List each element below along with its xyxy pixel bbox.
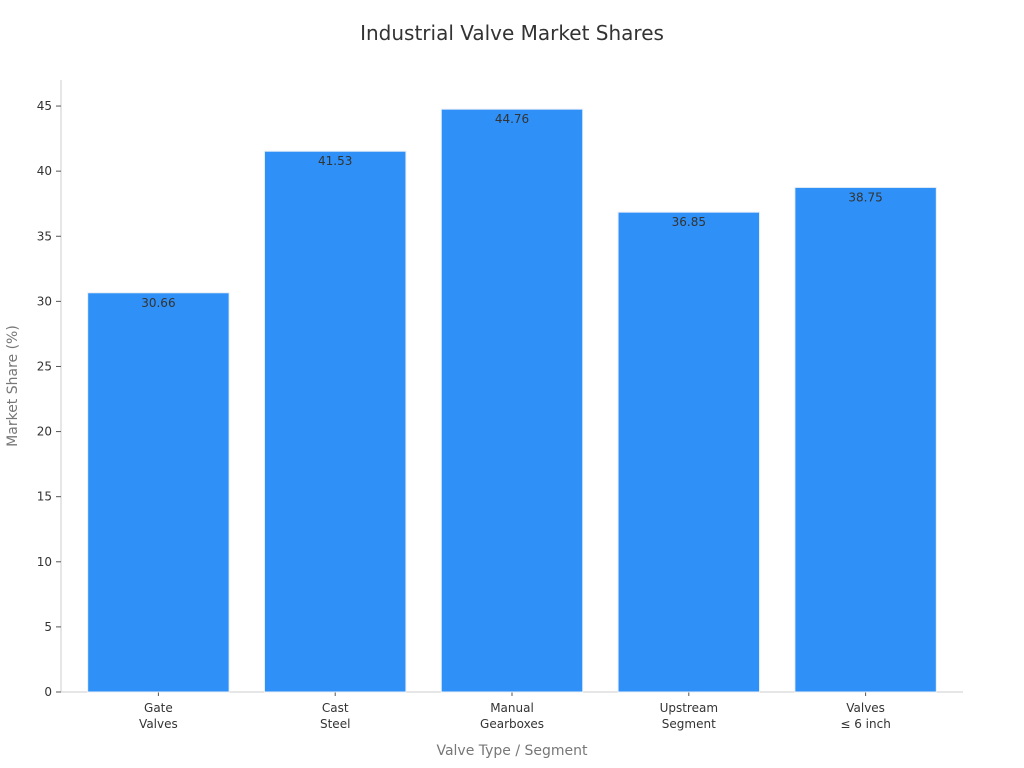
x-tick-label-line: Segment <box>662 717 716 731</box>
x-tick-label: Manual Gearboxes <box>480 701 544 731</box>
y-tick-label: 40 <box>37 164 52 178</box>
data-label: 44.76 <box>495 112 529 126</box>
y-tick-label: 45 <box>37 99 52 113</box>
y-tick-label: 0 <box>44 685 52 699</box>
bar <box>440 108 584 693</box>
x-tick-label-line: Gearboxes <box>480 717 544 731</box>
x-axis-title: Valve Type / Segment <box>436 743 588 759</box>
y-tick-label: 10 <box>37 555 52 569</box>
data-label: 30.66 <box>141 296 175 310</box>
x-tick-label: Valves ≤ 6 inch <box>840 701 890 731</box>
y-tick-label: 30 <box>37 294 52 308</box>
y-axis: 0 5 10 15 20 25 30 35 40 45 <box>37 80 62 699</box>
x-tick-label: Upstream Segment <box>660 701 718 731</box>
y-tick-label: 15 <box>37 490 52 504</box>
bar <box>617 211 761 693</box>
y-tick-label: 20 <box>37 425 52 439</box>
data-label: 36.85 <box>672 215 706 229</box>
data-label: 41.53 <box>318 154 352 168</box>
bars <box>87 108 937 693</box>
y-tick-label: 25 <box>37 359 52 373</box>
y-axis-title: Market Share (%) <box>5 325 21 447</box>
bar <box>794 186 937 693</box>
x-axis: Gate Valves Cast Steel Manual Gearboxes Upstre… <box>61 691 963 731</box>
data-label: 38.75 <box>848 190 882 204</box>
x-tick-label-line: Cast <box>322 701 349 715</box>
bar <box>87 292 230 693</box>
x-tick-label: Gate Valves <box>139 701 178 731</box>
x-tick-label-line: Valves <box>139 717 178 731</box>
y-tick-label: 35 <box>37 229 52 243</box>
x-tick-label-line: Gate <box>144 701 173 715</box>
y-tick-label: 5 <box>44 620 52 634</box>
x-tick-label: Cast Steel <box>320 701 350 731</box>
x-tick-label-line: Manual <box>490 701 534 715</box>
x-tick-label-line: ≤ 6 inch <box>840 717 890 731</box>
bar <box>263 150 407 693</box>
x-tick-label-line: Steel <box>320 717 350 731</box>
data-labels: 30.66 41.53 44.76 36.85 38.75 <box>141 112 883 310</box>
chart-title: Industrial Valve Market Shares <box>360 21 664 45</box>
x-tick-label-line: Upstream <box>660 701 718 715</box>
x-tick-label-line: Valves <box>846 701 885 715</box>
